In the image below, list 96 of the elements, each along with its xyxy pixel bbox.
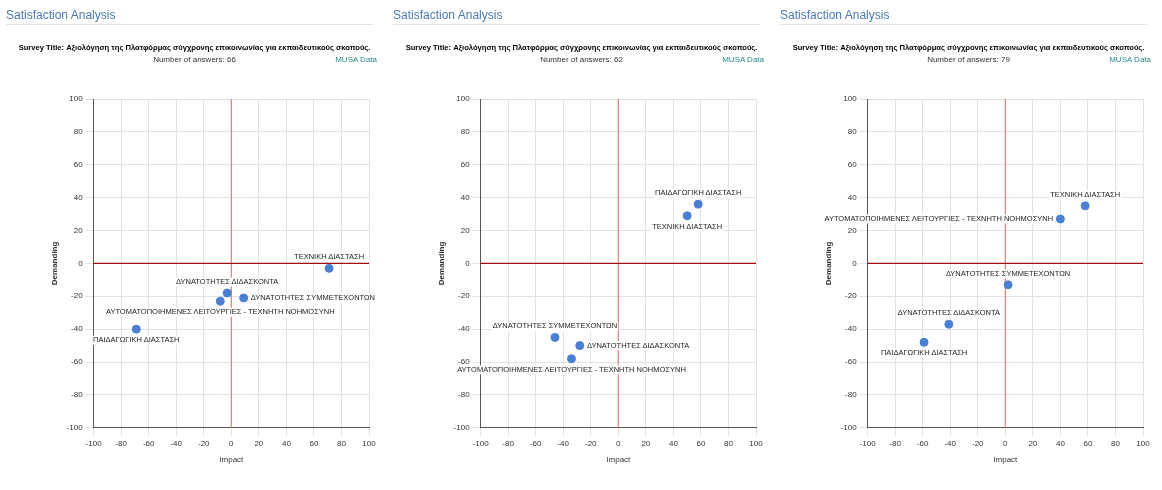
y-tick-label: 0 bbox=[78, 258, 84, 268]
x-tick-label: -80 bbox=[115, 438, 128, 448]
x-tick-label: 0 bbox=[229, 438, 235, 448]
x-tick-label: -100 bbox=[859, 438, 877, 448]
y-axis-title: Demanding bbox=[50, 241, 59, 286]
x-tick-label: -100 bbox=[472, 438, 490, 448]
y-tick-label: 100 bbox=[843, 94, 858, 104]
y-tick-label: 80 bbox=[73, 127, 84, 137]
y-tick-label: -80 bbox=[845, 390, 858, 400]
x-tick-label: 20 bbox=[641, 438, 651, 448]
x-tick-label: 20 bbox=[254, 438, 264, 448]
y-tick-label: -80 bbox=[71, 390, 84, 400]
x-tick-label: -40 bbox=[557, 438, 570, 448]
x-tick-label: -100 bbox=[85, 438, 103, 448]
y-tick-label: -60 bbox=[845, 357, 858, 367]
point bbox=[944, 319, 954, 329]
x-axis-title: Impact bbox=[606, 455, 632, 465]
x-axis-title: Impact bbox=[219, 455, 245, 465]
point bbox=[693, 199, 703, 209]
x-tick-label: -20 bbox=[197, 438, 211, 448]
chart-title: Satisfaction Analysis bbox=[6, 0, 373, 25]
y-tick-label: -100 bbox=[840, 423, 858, 432]
y-tick-label: 0 bbox=[465, 258, 471, 268]
x-tick-label: -20 bbox=[584, 438, 598, 448]
x-tick-label: 60 bbox=[309, 438, 319, 448]
y-tick-label: -60 bbox=[71, 357, 84, 367]
point bbox=[1080, 201, 1090, 211]
x-tick-label: -60 bbox=[529, 438, 543, 448]
y-tick-label: 20 bbox=[73, 225, 84, 235]
y-tick-label: -60 bbox=[458, 357, 471, 367]
y-tick-label: -100 bbox=[66, 423, 84, 432]
x-tick-label: 40 bbox=[1055, 438, 1066, 448]
text: Number of answers: 62 bbox=[540, 55, 623, 64]
x-tick-label: 80 bbox=[724, 438, 734, 448]
y-tick-label: -80 bbox=[458, 390, 471, 400]
point bbox=[919, 337, 929, 347]
text: MUSA Data bbox=[722, 55, 764, 64]
point bbox=[682, 211, 692, 221]
text: MUSA Data bbox=[335, 55, 377, 64]
x-tick-label: 0 bbox=[1003, 438, 1009, 448]
text: Number of answers: 79 bbox=[927, 55, 1010, 64]
point bbox=[550, 332, 560, 342]
y-tick-label: -100 bbox=[453, 423, 471, 432]
y-tick-label: 40 bbox=[460, 192, 471, 202]
x-tick-label: -80 bbox=[889, 438, 902, 448]
x-tick-label: -80 bbox=[502, 438, 515, 448]
y-tick-label: 60 bbox=[847, 159, 858, 169]
text: Number of answers: 66 bbox=[153, 55, 236, 64]
point bbox=[131, 324, 141, 334]
y-tick-label: 80 bbox=[847, 127, 858, 137]
y-tick-label: 0 bbox=[852, 258, 858, 268]
y-tick-label: -20 bbox=[71, 291, 84, 301]
y-tick-label: 100 bbox=[456, 94, 471, 104]
y-axis-title: Demanding bbox=[824, 241, 833, 286]
x-tick-label: 40 bbox=[281, 438, 292, 448]
x-tick-label: -60 bbox=[916, 438, 930, 448]
y-axis-title: Demanding bbox=[437, 241, 446, 286]
x-tick-label: 80 bbox=[337, 438, 347, 448]
x-axis-title: Impact bbox=[993, 455, 1019, 465]
y-tick-label: -20 bbox=[458, 291, 471, 301]
x-tick-label: 100 bbox=[1136, 438, 1151, 448]
x-tick-label: -60 bbox=[142, 438, 156, 448]
y-tick-label: 80 bbox=[460, 127, 471, 137]
x-tick-label: 100 bbox=[749, 438, 764, 448]
text: MUSA Data bbox=[1109, 55, 1151, 64]
y-tick-label: 40 bbox=[73, 192, 84, 202]
point bbox=[566, 354, 576, 364]
point bbox=[324, 263, 334, 273]
x-tick-label: 100 bbox=[362, 438, 377, 448]
chart-title: Satisfaction Analysis bbox=[780, 0, 1147, 25]
y-tick-label: -40 bbox=[71, 324, 84, 334]
x-tick-label: 20 bbox=[1028, 438, 1038, 448]
y-tick-label: -40 bbox=[845, 324, 858, 334]
y-tick-label: 20 bbox=[847, 225, 858, 235]
point bbox=[239, 293, 249, 303]
x-tick-label: 80 bbox=[1111, 438, 1121, 448]
x-tick-label: 60 bbox=[1083, 438, 1093, 448]
chart-title: Satisfaction Analysis bbox=[393, 0, 760, 25]
x-tick-label: 0 bbox=[616, 438, 622, 448]
x-tick-label: 40 bbox=[668, 438, 679, 448]
point bbox=[575, 341, 585, 351]
y-tick-label: 60 bbox=[73, 159, 84, 169]
point bbox=[215, 296, 225, 306]
y-tick-label: 20 bbox=[460, 225, 471, 235]
y-tick-label: 100 bbox=[69, 94, 84, 104]
point bbox=[1055, 214, 1065, 224]
y-tick-label: 60 bbox=[460, 159, 471, 169]
y-tick-label: 40 bbox=[847, 192, 858, 202]
y-tick-label: -20 bbox=[845, 291, 858, 301]
x-tick-label: -20 bbox=[971, 438, 985, 448]
point bbox=[222, 288, 232, 298]
x-tick-label: 60 bbox=[696, 438, 706, 448]
x-tick-label: -40 bbox=[944, 438, 957, 448]
x-tick-label: -40 bbox=[170, 438, 183, 448]
y-tick-label: -40 bbox=[458, 324, 471, 334]
point bbox=[1003, 280, 1013, 290]
